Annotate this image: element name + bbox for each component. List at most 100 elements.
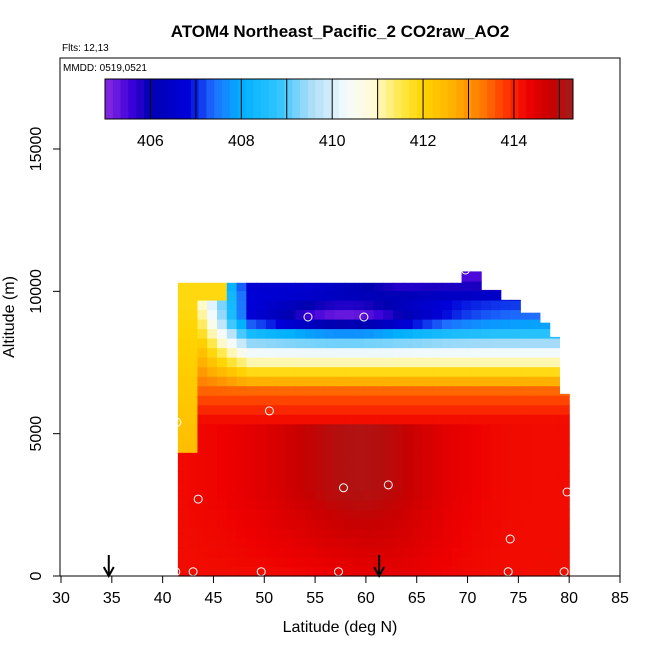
colorbar-tick-label: 414 [501,133,528,150]
field-cell [432,376,443,387]
field-cell [549,566,560,577]
field-cell [236,423,247,434]
field-cell [324,452,335,463]
chart-title: ATOM4 Northeast_Pacific_2 CO2raw_AO2 [171,22,510,41]
field-cell [295,395,306,406]
colorbar-swatch [362,79,371,119]
field-cell [402,433,414,444]
field-cell [246,547,257,558]
field-cell [383,309,394,320]
field-cell [442,480,453,491]
field-cell [363,528,375,539]
field-cell [217,537,228,549]
field-cell [461,499,472,510]
field-cell [217,366,228,377]
field-cell [432,518,443,530]
field-cell [559,461,570,472]
field-cell [520,452,531,463]
field-cell [549,338,560,349]
field-cell [461,328,472,339]
field-cell [481,490,492,501]
field-cell [324,480,335,491]
field-cell [305,442,316,453]
field-cell [412,490,424,501]
field-cell [539,322,551,330]
field-cell [295,471,306,482]
field-cell [344,556,355,568]
field-cell [539,404,551,415]
field-cell [510,395,521,406]
field-cell [256,385,267,396]
field-cell [217,395,228,406]
field-cell [207,395,218,406]
field-cell [549,433,560,444]
colorbar-swatch [315,79,324,119]
field-cell [490,404,502,415]
y-axis-label: Altitude (m) [1,276,18,358]
field-cell [344,452,355,463]
field-cell [500,385,512,396]
field-cell [275,471,287,482]
field-cell [383,328,394,339]
field-cell [275,442,287,453]
field-cell [481,347,492,358]
field-cell [471,471,482,482]
field-cell [402,490,414,501]
field-cell [442,376,453,387]
field-cell [393,414,404,425]
field-cell [256,566,267,577]
field-cell [402,309,414,320]
field-cell [530,347,541,358]
x-tick-label: 45 [205,590,223,607]
field-cell [520,566,531,577]
colorbar-swatch [151,79,161,119]
field-cell [295,556,306,568]
field-cell [412,461,424,472]
x-tick-label: 30 [52,590,70,607]
field-cell [461,528,472,539]
field-cell [530,312,541,320]
field-layer [177,271,570,577]
field-cell [207,328,218,339]
colorbar-swatch [534,79,543,119]
field-cell [265,480,277,491]
x-tick-label: 60 [357,590,375,607]
field-cell [412,566,424,577]
colorbar-swatch [128,79,137,119]
field-cell [383,461,394,472]
colorbar-swatch [526,79,535,119]
field-cell [422,537,433,549]
field-cell [314,433,326,444]
colorbar-swatch [175,79,184,119]
field-cell [363,461,375,472]
field-cell [442,366,453,377]
field-cell [314,556,326,568]
field-cell [559,395,570,406]
field-cell [500,528,512,539]
field-cell [461,433,472,444]
field-cell [412,385,424,396]
field-cell [217,385,228,396]
field-cell [539,347,551,358]
field-cell [451,471,463,482]
field-cell [314,290,326,301]
field-cell [549,528,560,539]
field-cell [353,433,365,444]
field-cell [353,338,365,349]
x-tick-label: 65 [408,590,426,607]
field-cell [256,404,267,415]
field-cell [177,480,189,491]
field-cell [412,357,424,368]
field-cell [217,528,228,539]
field-cell [305,423,316,434]
field-cell [295,490,306,501]
field-cell [226,566,238,577]
field-cell [295,299,306,311]
field-cell [275,518,287,530]
field-cell [246,556,257,568]
field-cell [490,328,502,339]
field-cell [373,338,384,349]
field-cell [344,528,355,539]
field-cell [295,499,306,510]
field-cell [177,566,189,577]
